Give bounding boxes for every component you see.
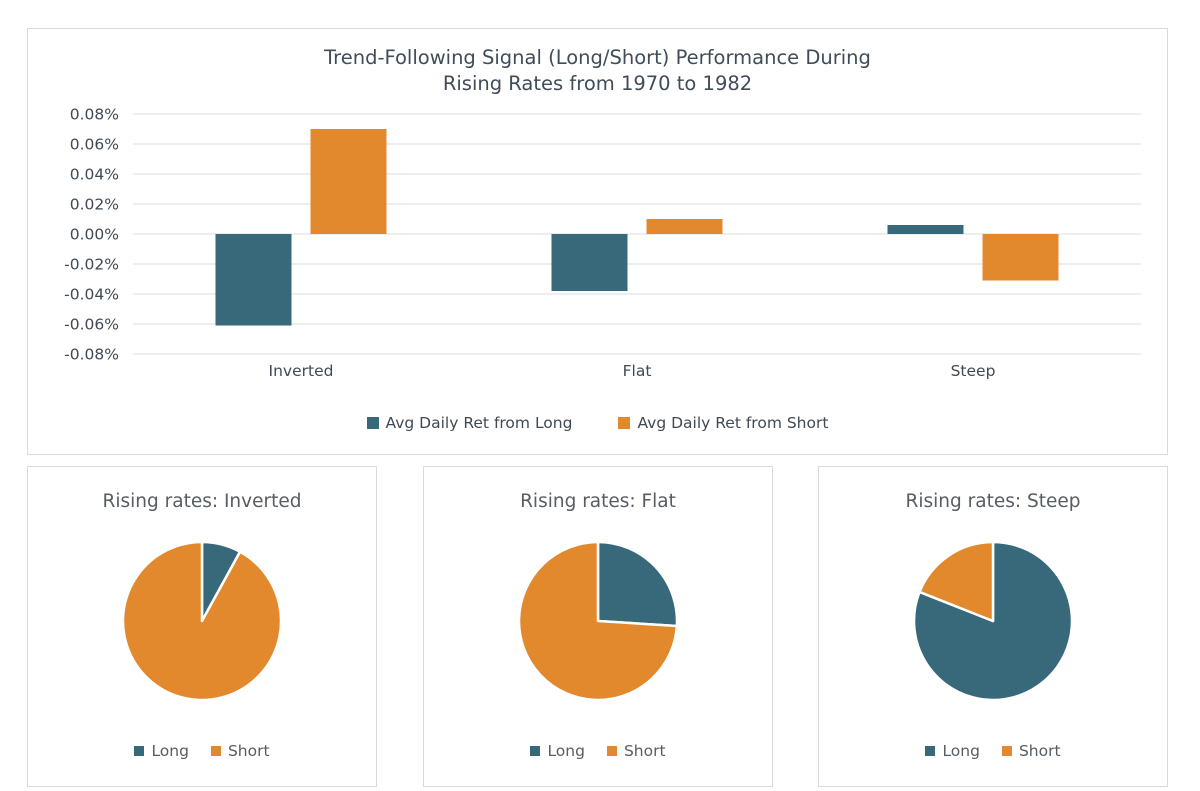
- bar-long-flat: [551, 234, 628, 291]
- bar-chart-legend: Avg Daily Ret from Long Avg Daily Ret fr…: [28, 414, 1167, 432]
- pie-legend-label-long: Long: [942, 742, 980, 760]
- pie-title-steep: Rising rates: Steep: [905, 491, 1081, 512]
- bar-short-flat: [646, 219, 723, 234]
- y-tick-label: -0.08%: [64, 346, 119, 364]
- pie-chart-inverted: [121, 540, 283, 702]
- pie-legend-label-short: Short: [1018, 742, 1061, 760]
- pie-slice-short: [918, 540, 995, 623]
- bar-chart-title-line2: Rising Rates from 1970 to 1982: [442, 72, 753, 95]
- bar-short-inverted: [310, 129, 387, 234]
- bar-chart-title: Trend-Following Signal (Long/Short) Perf…: [28, 45, 1167, 97]
- y-tick-label: -0.02%: [64, 256, 119, 274]
- y-tick-label: 0.08%: [70, 106, 119, 124]
- bar-chart-plot: 0.08% 0.06% 0.04% 0.02% 0.00% -0.02% -0.04% -0.…: [64, 106, 1141, 380]
- x-category-label: Inverted: [269, 362, 334, 380]
- pie-panel-inverted: Rising rates: Inverted Long Short: [27, 466, 377, 787]
- y-tick-label: 0.06%: [70, 136, 119, 154]
- y-tick-label: 0.02%: [70, 196, 119, 214]
- pie-legend-item-short: Short: [1001, 742, 1061, 760]
- pie-legend-flat: Long Short: [424, 742, 772, 760]
- pie-legend-swatch-long-icon: [925, 746, 936, 756]
- pie-panel-steep: Rising rates: Steep Long Short: [818, 466, 1168, 787]
- pie-legend-label-long: Long: [547, 742, 585, 760]
- y-tick-label: -0.06%: [64, 316, 119, 334]
- pie-slice-long: [596, 540, 679, 628]
- pie-legend-item-long: Long: [134, 742, 189, 760]
- bar-long-inverted: [215, 234, 292, 326]
- legend-swatch-short-icon: [618, 417, 631, 429]
- pie-title-flat: Rising rates: Flat: [520, 491, 676, 512]
- legend-swatch-long-icon: [366, 417, 379, 429]
- pie-panel-flat: Rising rates: Flat Long Short: [423, 466, 773, 787]
- pie-slice-short: [517, 540, 679, 702]
- pie-legend-steep: Long Short: [819, 742, 1167, 760]
- pie-legend-swatch-short-icon: [210, 746, 221, 756]
- pie-legend-item-short: Short: [606, 742, 666, 760]
- bar-long-steep: [887, 225, 964, 234]
- pie-legend-swatch-long-icon: [134, 746, 145, 756]
- legend-item-short: Avg Daily Ret from Short: [618, 414, 828, 432]
- pie-legend-swatch-short-icon: [606, 746, 617, 756]
- pie-legend-item-long: Long: [925, 742, 980, 760]
- legend-label-long: Avg Daily Ret from Long: [385, 414, 573, 432]
- pie-legend-inverted: Long Short: [28, 742, 376, 760]
- x-category-label: Steep: [951, 362, 996, 380]
- pie-legend-item-short: Short: [210, 742, 270, 760]
- bar-chart-panel: 0.08% 0.06% 0.04% 0.02% 0.00% -0.02% -0.04% -0.…: [27, 28, 1168, 455]
- pie-chart-flat: [517, 540, 679, 702]
- pie-slice-short: [121, 540, 283, 702]
- y-tick-label: -0.04%: [64, 286, 119, 304]
- pie-legend-swatch-long-icon: [530, 746, 541, 756]
- y-tick-label: 0.00%: [70, 226, 119, 244]
- pie-legend-label-long: Long: [151, 742, 189, 760]
- legend-item-long: Avg Daily Ret from Long: [366, 414, 573, 432]
- bar-short-steep: [982, 234, 1059, 281]
- pie-legend-item-long: Long: [530, 742, 585, 760]
- pie-legend-label-short: Short: [623, 742, 666, 760]
- y-tick-label: 0.04%: [70, 166, 119, 184]
- pie-title-inverted: Rising rates: Inverted: [102, 491, 302, 512]
- x-category-label: Flat: [623, 362, 652, 380]
- pie-legend-label-short: Short: [227, 742, 270, 760]
- pie-legend-swatch-short-icon: [1001, 746, 1012, 756]
- legend-label-short: Avg Daily Ret from Short: [637, 414, 829, 432]
- bar-chart-title-line1: Trend-Following Signal (Long/Short) Perf…: [324, 46, 871, 69]
- pie-chart-steep: [912, 540, 1074, 702]
